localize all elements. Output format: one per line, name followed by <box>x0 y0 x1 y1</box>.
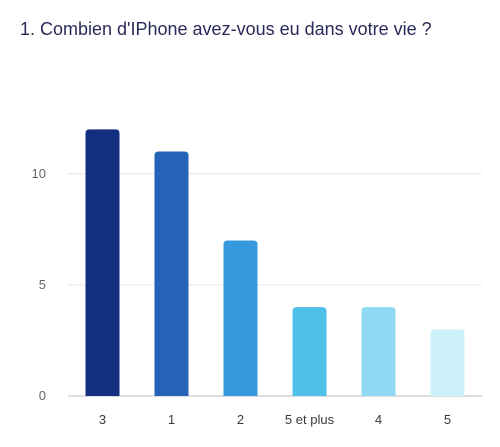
x-tick-label: 5 et plus <box>285 412 335 427</box>
x-tick-label: 2 <box>237 412 244 427</box>
bar-5[interactable] <box>430 329 465 396</box>
x-tick-label: 1 <box>168 412 175 427</box>
bar-4[interactable] <box>361 307 396 396</box>
chart-title: 1. Combien d'IPhone avez-vous eu dans vo… <box>20 19 432 39</box>
y-tick-label: 5 <box>39 277 46 292</box>
x-tick-label: 5 <box>444 412 451 427</box>
bar-3[interactable] <box>85 129 120 397</box>
bar-5-et-plus[interactable] <box>292 307 327 396</box>
bar-2[interactable] <box>223 240 258 396</box>
x-tick-label: 3 <box>99 412 106 427</box>
y-tick-label: 0 <box>39 388 46 403</box>
x-tick-label: 4 <box>375 412 382 427</box>
y-tick-label: 10 <box>32 166 46 181</box>
bar-1[interactable] <box>154 151 189 396</box>
